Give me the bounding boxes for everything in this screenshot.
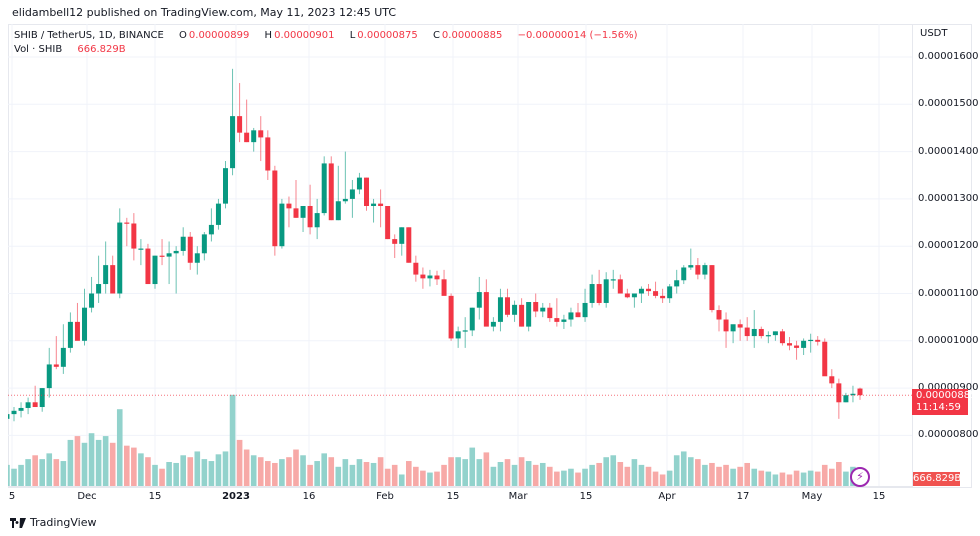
time-axis-divider (8, 486, 912, 487)
lightning-icon[interactable]: ⚡ (850, 467, 870, 487)
low-value: 0.00000875 (357, 30, 418, 41)
price-label: 0.00000800 (918, 429, 979, 441)
tradingview-logo[interactable]: TradingView (10, 516, 96, 529)
time-label: 15 (148, 491, 162, 502)
change-value: −0.00000014 (−1.56%) (517, 30, 638, 41)
current-price: 0.00000885 (916, 390, 977, 401)
time-label: 15 (446, 491, 460, 502)
time-label: Feb (376, 491, 394, 502)
price-label: 0.00001200 (918, 240, 979, 252)
close-label: C (432, 30, 440, 41)
time-label: Mar (508, 491, 528, 502)
price-label: 0.00001600 (918, 51, 979, 62)
open-label: O (179, 30, 187, 41)
price-label: 0.00001400 (918, 145, 979, 157)
open-value: 0.00000899 (188, 30, 250, 41)
volume-tag: 666.829B (913, 472, 962, 486)
publish-info: elidambell12 published on TradingView.co… (12, 6, 397, 19)
low-label: L (349, 30, 356, 41)
volume-value: 666.829B (77, 44, 126, 55)
time-label: 16 (302, 491, 316, 502)
symbol-title[interactable]: SHIB / TetherUS, 1D, BINANCE (14, 30, 164, 41)
time-label: Apr (658, 491, 676, 502)
price-label: 0.00001300 (918, 192, 979, 204)
time-label: 2023 (222, 491, 250, 502)
brand-name: TradingView (30, 516, 97, 529)
ohlc-row: SHIB / TetherUS, 1D, BINANCE O 0.00000899… (14, 29, 640, 43)
chart-legend: SHIB / TetherUS, 1D, BINANCE O 0.00000899… (14, 29, 640, 57)
price-label: 0.00000900 (918, 382, 979, 394)
price-label: 0.00001000 (918, 334, 979, 346)
time-label: 5 (8, 491, 16, 502)
tv-logo-icon (10, 517, 26, 528)
time-label: 15 (872, 491, 886, 502)
price-axis-unit: USDT (920, 28, 948, 39)
high-value: 0.00000901 (274, 30, 335, 41)
chart-frame (8, 24, 972, 488)
time-label: Dec (77, 491, 97, 502)
price-axis-divider (912, 24, 913, 488)
high-label: H (264, 30, 273, 41)
price-label: 0.00001100 (918, 287, 979, 299)
time-label: 15 (579, 491, 593, 502)
volume-label[interactable]: Vol · SHIB (14, 44, 63, 55)
time-label: May (801, 491, 823, 502)
price-label: 0.00001500 (918, 98, 979, 110)
current-price-tag: 0.00000885 11:14:59 (912, 389, 977, 415)
volume-row: Vol · SHIB 666.829B (14, 43, 640, 57)
bar-countdown: 11:14:59 (916, 402, 961, 413)
time-label: 17 (736, 491, 750, 502)
close-value: 0.00000885 (441, 30, 503, 41)
candlestick-plot[interactable] (8, 24, 912, 486)
